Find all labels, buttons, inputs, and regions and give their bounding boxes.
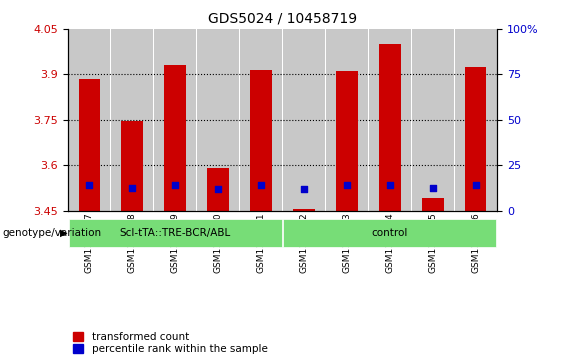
Bar — [284, 219, 496, 247]
Title: GDS5024 / 10458719: GDS5024 / 10458719 — [208, 11, 357, 25]
Bar — [379, 44, 401, 211]
Bar — [336, 72, 358, 211]
Text: ▶: ▶ — [60, 228, 67, 238]
Point — [471, 183, 480, 188]
Bar — [207, 168, 229, 211]
Point — [428, 185, 437, 191]
Bar — [121, 121, 143, 211]
Bar — [79, 79, 100, 211]
Legend: transformed count, percentile rank within the sample: transformed count, percentile rank withi… — [73, 332, 268, 354]
Bar — [197, 29, 239, 211]
Bar — [154, 29, 196, 211]
Bar — [164, 65, 186, 211]
Bar — [240, 29, 282, 211]
Bar — [465, 67, 486, 211]
Point — [385, 182, 394, 188]
Text: control: control — [372, 228, 408, 238]
Bar — [68, 29, 110, 211]
Point — [342, 183, 351, 188]
Bar — [369, 29, 411, 211]
Bar — [412, 29, 454, 211]
Point — [257, 183, 266, 188]
Bar — [69, 219, 281, 247]
Text: Scl-tTA::TRE-BCR/ABL: Scl-tTA::TRE-BCR/ABL — [120, 228, 231, 238]
Bar — [422, 199, 444, 211]
Bar — [111, 29, 153, 211]
Point — [85, 183, 94, 188]
Bar — [283, 29, 325, 211]
Bar — [455, 29, 497, 211]
Point — [299, 187, 308, 192]
Bar — [250, 70, 272, 211]
Text: genotype/variation: genotype/variation — [3, 228, 102, 238]
Bar — [326, 29, 368, 211]
Point — [214, 187, 223, 192]
Point — [171, 182, 180, 188]
Bar — [293, 209, 315, 211]
Point — [128, 185, 137, 191]
